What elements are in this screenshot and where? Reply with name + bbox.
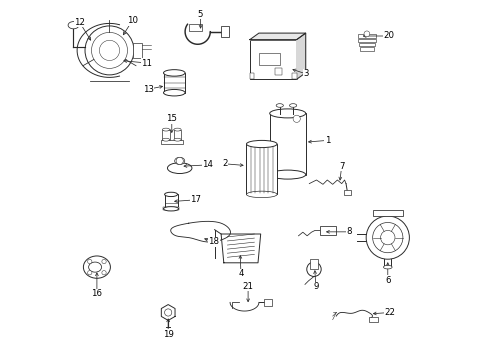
Circle shape — [85, 26, 134, 75]
Bar — [358, 43, 374, 46]
Text: 21: 21 — [242, 282, 253, 291]
Text: 19: 19 — [163, 330, 173, 339]
Circle shape — [380, 230, 394, 245]
Bar — [161, 140, 182, 144]
Text: 2: 2 — [222, 159, 227, 168]
Ellipse shape — [162, 128, 169, 131]
Bar — [358, 39, 375, 42]
Text: 20: 20 — [382, 31, 393, 40]
Ellipse shape — [174, 138, 181, 141]
Bar — [259, 54, 280, 66]
Ellipse shape — [174, 157, 184, 165]
Text: 18: 18 — [208, 238, 219, 247]
Circle shape — [91, 32, 127, 68]
Polygon shape — [296, 33, 305, 79]
Bar — [133, 43, 142, 58]
Polygon shape — [221, 234, 260, 263]
Bar — [359, 47, 373, 51]
Ellipse shape — [68, 22, 79, 29]
Polygon shape — [249, 33, 305, 40]
Bar — [221, 26, 228, 37]
Bar — [249, 73, 254, 79]
Text: 8: 8 — [346, 228, 351, 236]
Ellipse shape — [163, 207, 178, 211]
Bar — [162, 130, 169, 140]
Bar — [163, 73, 185, 93]
Text: 6: 6 — [384, 276, 390, 284]
Circle shape — [87, 271, 92, 275]
Text: 3: 3 — [303, 69, 308, 78]
Text: 9: 9 — [312, 282, 318, 291]
Ellipse shape — [162, 138, 169, 141]
Bar — [368, 317, 377, 322]
Text: 15: 15 — [166, 114, 177, 123]
Circle shape — [87, 259, 92, 264]
Text: 13: 13 — [142, 85, 153, 94]
Text: 10: 10 — [126, 16, 138, 25]
Ellipse shape — [163, 89, 185, 96]
Text: 17: 17 — [190, 195, 201, 204]
Ellipse shape — [269, 109, 305, 118]
Bar — [174, 130, 181, 140]
Text: 14: 14 — [202, 161, 213, 169]
Circle shape — [363, 31, 369, 37]
Text: 7: 7 — [338, 162, 344, 171]
Bar — [292, 73, 296, 79]
Ellipse shape — [276, 104, 283, 107]
Bar — [357, 34, 375, 38]
Text: 4: 4 — [238, 269, 243, 278]
Circle shape — [99, 40, 120, 60]
Bar — [372, 210, 402, 216]
Circle shape — [176, 157, 183, 165]
Bar — [269, 113, 305, 175]
Text: 5: 5 — [198, 10, 203, 19]
Circle shape — [372, 222, 402, 253]
Ellipse shape — [164, 192, 177, 197]
Ellipse shape — [383, 265, 391, 269]
Text: 22: 22 — [384, 308, 395, 317]
Bar — [188, 24, 202, 31]
Ellipse shape — [88, 262, 102, 272]
Ellipse shape — [167, 163, 192, 174]
Text: 11: 11 — [141, 58, 152, 68]
Ellipse shape — [83, 256, 110, 278]
Bar — [249, 40, 296, 79]
Bar — [343, 190, 351, 195]
Bar — [164, 194, 177, 209]
Text: 16: 16 — [91, 289, 102, 298]
Polygon shape — [161, 305, 175, 320]
Ellipse shape — [174, 128, 181, 131]
Ellipse shape — [246, 140, 277, 148]
Circle shape — [366, 216, 408, 259]
Text: 1: 1 — [324, 136, 329, 145]
Bar — [264, 299, 272, 306]
Bar — [163, 207, 178, 210]
Circle shape — [306, 262, 321, 276]
Circle shape — [164, 309, 171, 316]
Circle shape — [102, 259, 106, 264]
Text: 12: 12 — [74, 18, 85, 27]
Bar — [246, 144, 277, 194]
Bar — [320, 226, 336, 235]
Ellipse shape — [269, 170, 305, 179]
Ellipse shape — [289, 104, 296, 107]
Circle shape — [102, 271, 106, 275]
Ellipse shape — [163, 69, 185, 76]
Circle shape — [292, 115, 300, 122]
Ellipse shape — [246, 191, 277, 198]
Bar — [275, 68, 281, 75]
Bar — [310, 259, 317, 269]
